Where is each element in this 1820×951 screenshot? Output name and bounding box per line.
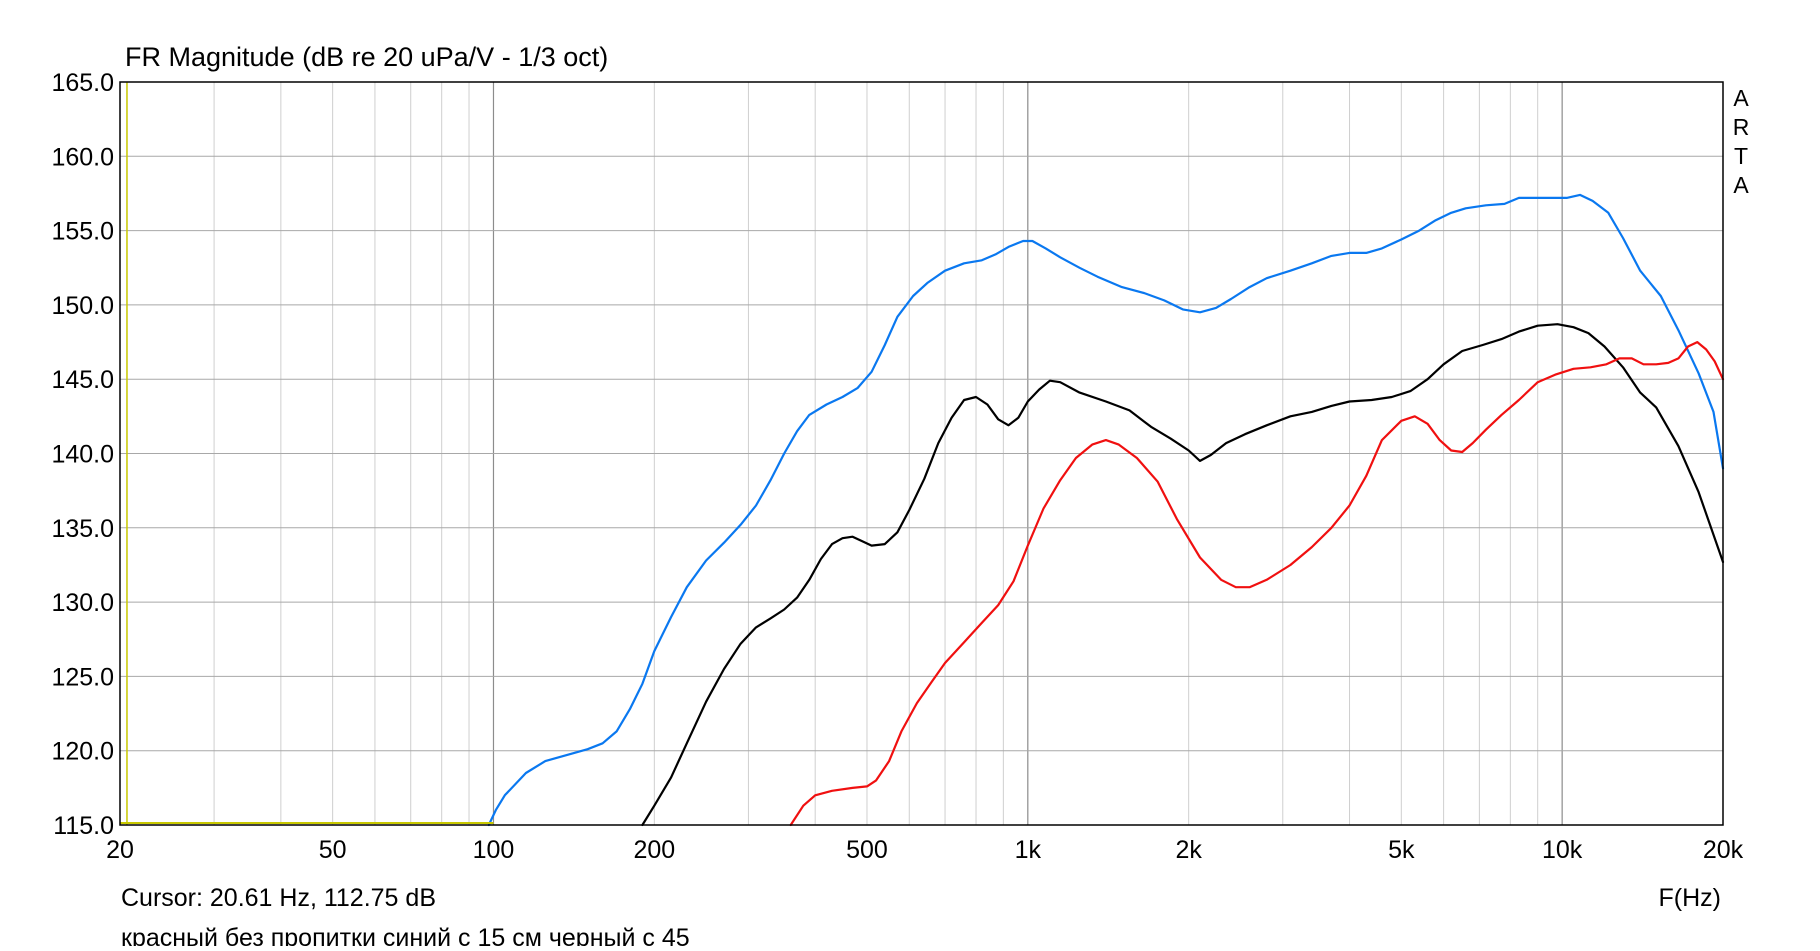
- series-line-1: [487, 193, 1725, 827]
- series-layer: [120, 82, 1725, 827]
- x-tick-label: 10k: [1542, 836, 1583, 864]
- x-tick-label: 1k: [1015, 836, 1042, 864]
- x-tick-label: 20: [106, 836, 134, 864]
- tick-labels: 115.0 120.0 125.0 130.0 135.0 140.0 145.0 150.0…: [51, 69, 1743, 864]
- legend-note: красный без пропитки синий с 15 см черны…: [121, 924, 690, 946]
- plot-frame: [119, 81, 1724, 826]
- x-tick-label: 200: [633, 836, 675, 864]
- brand-letter: A: [1733, 85, 1749, 111]
- x-tick-label: 50: [319, 836, 347, 864]
- brand-letter: R: [1733, 114, 1750, 140]
- y-tick-label: 125.0: [51, 663, 114, 691]
- x-tick-label: 20k: [1703, 836, 1744, 864]
- y-tick-label: 130.0: [51, 589, 114, 617]
- x-tick-label: 5k: [1388, 836, 1415, 864]
- y-tick-label: 165.0: [51, 69, 114, 97]
- x-tick-label: 100: [473, 836, 515, 864]
- y-tick-label: 155.0: [51, 218, 114, 246]
- brand-letter: T: [1734, 143, 1748, 169]
- chart-title: FR Magnitude (dB re 20 uPa/V - 1/3 oct): [125, 42, 608, 72]
- y-tick-label: 145.0: [51, 366, 114, 394]
- series-line-2: [641, 323, 1725, 827]
- x-tick-label: 500: [846, 836, 888, 864]
- major-gridlines: [120, 82, 1723, 825]
- x-tick-label: 2k: [1175, 836, 1202, 864]
- x-axis-label: F(Hz): [1659, 884, 1721, 912]
- y-tick-label: 115.0: [53, 812, 114, 840]
- y-tick-label: 135.0: [51, 515, 114, 543]
- y-tick-label: 140.0: [51, 441, 114, 469]
- y-tick-label: 120.0: [51, 738, 114, 766]
- series-line-3: [789, 341, 1725, 827]
- y-tick-label: 160.0: [51, 143, 114, 171]
- brand-letter: A: [1733, 172, 1749, 198]
- cursor-readout: Cursor: 20.61 Hz, 112.75 dB: [121, 884, 436, 912]
- y-tick-label: 150.0: [51, 292, 114, 320]
